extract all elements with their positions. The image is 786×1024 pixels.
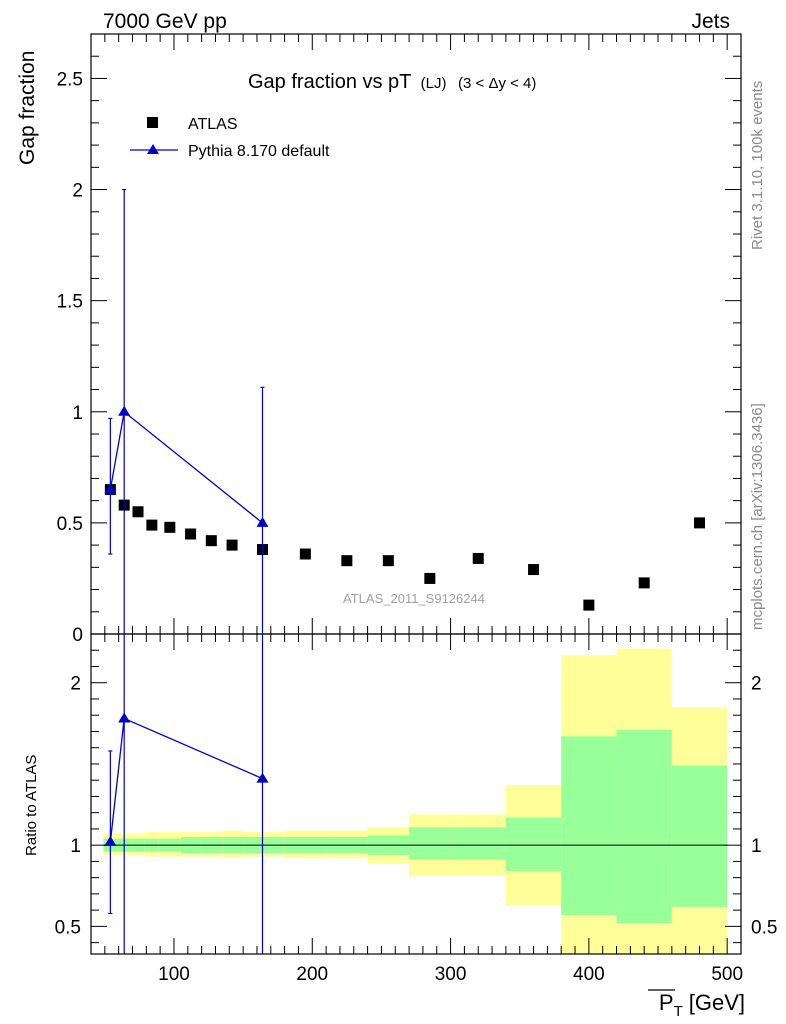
ratio-x-ticks: 100 200 300 400 500 bbox=[104, 634, 743, 985]
atlas-data-point bbox=[638, 577, 650, 589]
analysis-watermark: ATLAS_2011_S9126244 bbox=[343, 591, 485, 606]
x-axis-label-sub: T bbox=[674, 1003, 683, 1020]
pythia-ratio-point bbox=[104, 835, 117, 846]
mcplots-credit-text: mcplots.cern.ch [arXiv:1306.3436] bbox=[749, 403, 766, 630]
ratio-y-axis-label: Ratio to ATLAS bbox=[23, 755, 40, 856]
pythia-ratio-point bbox=[118, 712, 131, 723]
ratio-band-inner bbox=[409, 827, 451, 860]
atlas-data-point bbox=[341, 555, 353, 567]
ratio-band-inner bbox=[671, 765, 728, 907]
chart-title: Gap fraction vs pT (LJ) (3 < Δy < 4) bbox=[248, 71, 536, 93]
main-y-ticks: 0 0.5 1 1.5 2 2.5 bbox=[57, 55, 741, 646]
pythia-ratio-line bbox=[109, 717, 263, 842]
atlas-data-point bbox=[299, 548, 311, 560]
atlas-data-point bbox=[472, 552, 484, 564]
chart-title-sub1: (LJ) bbox=[421, 75, 447, 92]
main-x-ticks bbox=[104, 34, 728, 634]
x-axis-label: PT [GeV] bbox=[659, 990, 745, 1020]
atlas-data-point bbox=[146, 519, 158, 531]
ratio-y-tick-label: 0.5 bbox=[55, 917, 81, 938]
ratio-plot-frame bbox=[90, 633, 742, 955]
main-y-tick-label: 2.5 bbox=[57, 69, 83, 90]
atlas-data-point bbox=[164, 521, 176, 533]
ratio-y-tick-label-right: 2 bbox=[751, 674, 762, 695]
pythia-data-point bbox=[256, 516, 269, 527]
main-y-tick-label: 0 bbox=[72, 625, 83, 646]
legend-pythia-marker bbox=[147, 144, 159, 154]
main-y-tick-label: 0.5 bbox=[57, 514, 83, 535]
atlas-data-point bbox=[583, 599, 595, 611]
ratio-band-inner bbox=[450, 827, 506, 860]
main-y-tick-label: 1 bbox=[72, 403, 83, 424]
pythia-ratio-point bbox=[256, 772, 269, 783]
legend-atlas-label: ATLAS bbox=[188, 116, 238, 133]
main-panel: 0 0.5 1 1.5 2 2.5 7000 GeV pp Jets Gap fracti… bbox=[16, 10, 742, 646]
pythia-data-point bbox=[104, 483, 117, 494]
x-axis-label-main: P bbox=[659, 990, 674, 1015]
legend-pythia-label: Pythia 8.170 default bbox=[188, 143, 330, 160]
ratio-band-inner bbox=[616, 729, 672, 924]
atlas-data-point bbox=[185, 528, 197, 540]
main-data-series bbox=[104, 188, 706, 634]
chart-title-sub2: (3 < Δy < 4) bbox=[458, 75, 536, 92]
atlas-data-point bbox=[694, 517, 706, 529]
main-y-tick-label: 2 bbox=[72, 181, 83, 202]
atlas-data-point bbox=[226, 539, 238, 551]
x-tick-label: 100 bbox=[158, 964, 190, 985]
chart-title-main: Gap fraction vs pT bbox=[248, 71, 411, 93]
main-y-tick-label: 1.5 bbox=[57, 292, 83, 313]
rivet-version-text: Rivet 3.1.10, 100k events bbox=[749, 81, 766, 250]
pythia-line bbox=[109, 410, 263, 524]
x-tick-label: 500 bbox=[711, 964, 743, 985]
pythia-data-point bbox=[118, 405, 131, 416]
main-y-axis-label: Gap fraction bbox=[16, 51, 39, 165]
ratio-uncertainty-bands bbox=[103, 648, 728, 954]
atlas-data-point bbox=[205, 535, 217, 547]
x-tick-label: 400 bbox=[573, 964, 605, 985]
x-tick-label: 300 bbox=[435, 964, 467, 985]
header-left: 7000 GeV pp bbox=[103, 10, 227, 33]
x-axis-label-unit: [GeV] bbox=[689, 990, 745, 1015]
legend-atlas-marker bbox=[147, 117, 158, 128]
ratio-y-tick-label-right: 0.5 bbox=[751, 917, 777, 938]
header-right: Jets bbox=[691, 10, 730, 33]
atlas-data-point bbox=[382, 555, 394, 567]
ratio-band-inner bbox=[561, 736, 617, 916]
legend: ATLAS Pythia 8.170 default bbox=[130, 116, 330, 160]
x-tick-label: 200 bbox=[296, 964, 328, 985]
atlas-data-point bbox=[528, 564, 540, 576]
ratio-data-series bbox=[104, 634, 269, 954]
ratio-y-ticks: 0.5 0.5 1 1 2 2 bbox=[55, 649, 777, 944]
ratio-panel: 0.5 0.5 1 1 2 2 100 200 300 400 500 Ratio to ATLA… bbox=[23, 633, 777, 1020]
atlas-data-point bbox=[424, 572, 436, 584]
atlas-data-point bbox=[132, 506, 144, 518]
ratio-y-tick-label: 2 bbox=[70, 674, 81, 695]
ratio-y-tick-label: 1 bbox=[70, 836, 81, 857]
ratio-y-tick-label-right: 1 bbox=[751, 836, 762, 857]
ratio-band-inner bbox=[505, 817, 562, 872]
